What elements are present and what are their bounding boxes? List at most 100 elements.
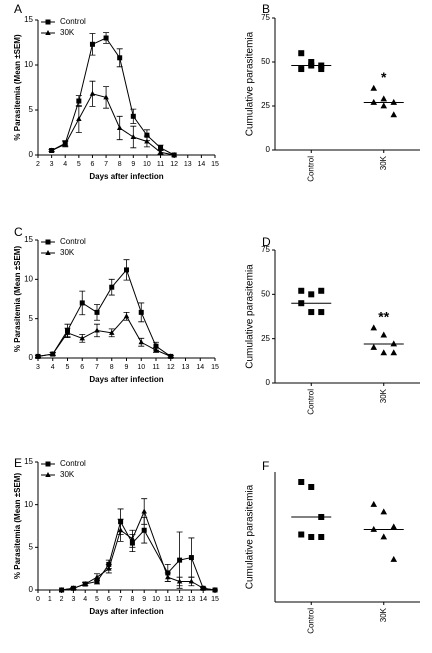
y-axis-label: Cumulative parasitemia [245,31,256,136]
y-tick-label: 10 [24,274,33,283]
x-tick-label: 11 [164,596,171,603]
x-tick-label: 10 [143,161,151,168]
marker [124,267,129,273]
x-tick-label: 2 [60,596,64,603]
x-tick-label: 15 [211,161,219,168]
marker [82,581,88,587]
x-tick-label: 12 [176,596,184,603]
marker [177,557,183,563]
marker [79,300,85,306]
marker [106,565,112,571]
y-tick-label: 15 [24,457,33,466]
x-tick-label: 3 [36,364,40,371]
x-tick-label: Control [306,608,315,634]
x-tick-label: 30K [379,607,388,622]
marker [171,152,177,157]
x-tick-label: 4 [51,364,55,371]
x-tick-label: 10 [152,596,160,603]
marker [89,41,95,47]
series-line [51,37,175,156]
x-tick-label: 4 [63,161,67,168]
y-tick-label: 50 [261,289,270,298]
marker [109,284,115,290]
marker [138,309,144,315]
marker [188,578,195,584]
marker [380,95,388,102]
marker [76,98,82,104]
y-tick-label: 75 [261,13,270,22]
y-tick-label: 25 [261,101,270,110]
annotation: * [381,69,387,85]
x-tick-label: 30K [379,155,388,170]
x-tick-label: 13 [182,364,190,371]
marker [116,125,123,130]
panel-label: E [14,456,22,470]
y-tick-label: 5 [29,542,34,551]
marker [188,555,194,561]
marker [64,329,71,335]
marker [380,533,388,540]
marker [370,500,378,507]
marker [390,111,398,118]
x-tick-label: 6 [107,596,111,603]
legend-label: 30K [60,28,75,37]
y-axis-label: % Parasitemia (Mean ±SEM) [13,473,22,580]
marker [298,287,305,294]
x-tick-label: 0 [36,596,40,603]
marker [35,353,41,359]
marker [370,84,378,91]
marker [200,585,206,591]
x-tick-label: 15 [211,596,219,603]
series-line [37,268,172,357]
marker [103,94,109,100]
panel-label: C [14,225,23,239]
marker [308,534,315,540]
marker [117,527,124,533]
x-tick-label: 14 [197,161,205,168]
marker [130,113,136,119]
y-tick-label: 5 [29,314,34,323]
legend-label: 30K [60,248,75,257]
marker [144,138,150,144]
marker [370,98,378,105]
marker [308,484,315,490]
marker [298,531,305,538]
y-axis-label: Cumulative parasitemia [245,484,256,589]
x-tick-label: 7 [119,596,123,603]
marker [58,587,65,592]
y-tick-label: 0 [29,150,34,159]
marker [370,525,378,532]
marker [141,527,147,533]
x-tick-label: 5 [77,161,81,168]
x-tick-label: 5 [95,596,99,603]
marker [45,239,51,245]
y-tick-label: 0 [29,353,34,362]
marker [308,291,315,298]
x-tick-label: 6 [80,364,84,371]
marker [79,335,85,341]
marker [380,508,388,515]
x-tick-label: 11 [152,364,159,371]
marker [48,147,55,153]
x-tick-label: 6 [91,161,95,168]
marker [308,59,315,65]
y-axis-label: % Parasitemia (Mean ±SEM) [13,246,22,353]
marker [370,324,378,331]
marker [70,585,77,591]
marker [62,141,68,147]
x-axis-label: Days after infection [89,375,163,384]
marker [45,472,51,477]
x-tick-label: 1 [48,596,52,603]
y-tick-label: 10 [24,60,33,69]
y-tick-label: 75 [261,245,270,254]
marker [318,287,325,294]
y-tick-label: 10 [24,500,33,509]
legend-label: Control [60,17,86,26]
marker [129,535,136,541]
marker [117,55,123,61]
y-tick-label: 0 [266,378,271,387]
marker [45,30,51,35]
marker [45,461,51,467]
marker [103,35,109,41]
marker [318,66,325,73]
